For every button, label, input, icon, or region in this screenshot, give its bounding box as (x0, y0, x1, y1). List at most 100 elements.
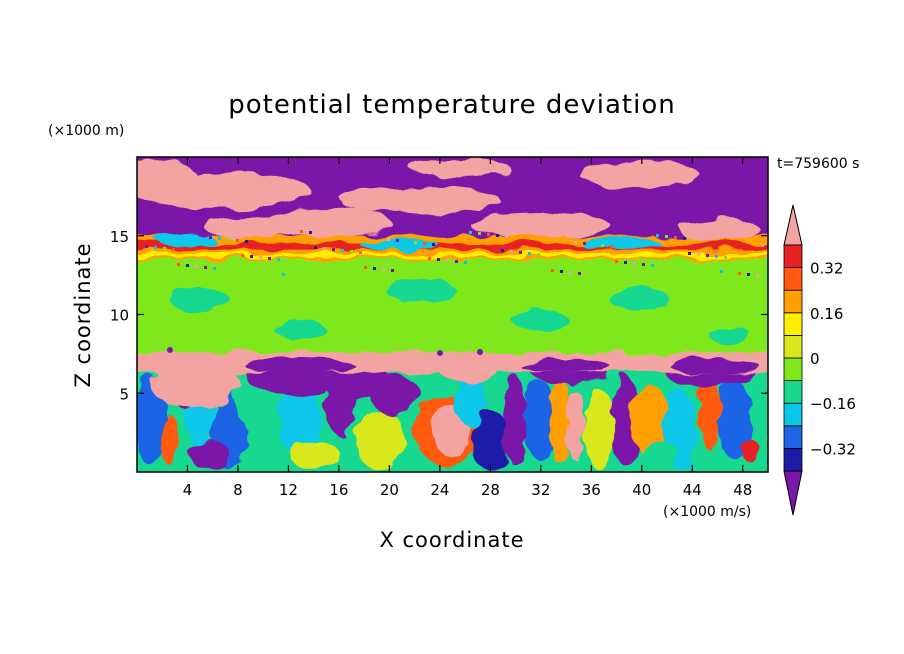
speckle (610, 245, 613, 248)
neutral-streak (275, 320, 325, 340)
neutral-streak (512, 310, 568, 330)
turbulent-blob (503, 375, 527, 465)
colorbar-segment (783, 357, 803, 382)
neutral-streak (710, 325, 750, 345)
speckle (186, 264, 189, 267)
speckle (560, 270, 563, 273)
speckle (592, 243, 595, 246)
y-tick-label: 15 (110, 228, 129, 246)
upper-warm-patch (410, 158, 510, 178)
upper-warm-patch (137, 161, 195, 189)
x-axis-label: X coordinate (379, 528, 524, 552)
speckle (177, 263, 180, 266)
turbulent-blob (355, 410, 405, 470)
upper-warm-patch (270, 207, 390, 237)
x-tick-label: 12 (279, 481, 298, 499)
colorbar-segment (783, 244, 803, 269)
speckle (455, 260, 458, 263)
speckle (414, 241, 417, 244)
upper-cool-patch (580, 237, 660, 249)
upper-warm-patch (580, 161, 700, 189)
speckle (738, 272, 741, 275)
turbulent-blob (630, 385, 670, 455)
speckle (437, 258, 440, 261)
turbulent-blob (719, 380, 751, 460)
speckle (355, 265, 358, 268)
colorbar-segment (783, 447, 803, 472)
speckle (756, 274, 759, 277)
x-tick-label: 40 (632, 481, 651, 499)
speckle (487, 233, 490, 236)
speckle (318, 232, 321, 235)
speckle (574, 241, 577, 244)
colorbar-tick-label: 0 (810, 350, 820, 368)
speckle (314, 246, 317, 249)
band-warm-dip (520, 359, 610, 373)
x-tick-label: 20 (380, 481, 399, 499)
colorbar-segment (783, 380, 803, 404)
speckle (651, 264, 654, 267)
speckle (405, 240, 408, 243)
y-axis-label: Z coordinate (71, 242, 95, 387)
speckle (501, 249, 504, 252)
speckle (373, 267, 376, 270)
speckle (204, 266, 207, 269)
speckle (341, 249, 344, 252)
speckle (168, 262, 171, 265)
speckle (209, 236, 212, 239)
speckle (350, 250, 353, 253)
x-axis: 4 8 12 16 20 24 28 32 36 40 44 48 (183, 157, 752, 499)
contour-bands (137, 157, 768, 472)
upper-cool-patch (155, 234, 215, 246)
band-warm-dip (245, 358, 355, 374)
speckle (615, 260, 618, 263)
time-label: t=759600 s (777, 156, 859, 172)
x-tick-label: 44 (683, 481, 702, 499)
speckle (683, 237, 686, 240)
colorbar-tick-label: 0.32 (810, 260, 843, 278)
speckle (665, 235, 668, 238)
turbulent-blob (550, 375, 570, 465)
colorbar: 0.32 0.16 0 −0.16 −0.32 (783, 204, 856, 516)
speckle (167, 347, 173, 353)
colorbar-tick-label: −0.16 (810, 395, 856, 413)
y-unit-label: (×1000 m) (48, 123, 124, 139)
speckle (163, 247, 166, 250)
speckle (720, 270, 723, 273)
speckle (656, 234, 659, 237)
speckle (519, 251, 522, 254)
upper-cool-patch (360, 240, 440, 250)
speckle (172, 248, 175, 251)
speckle (437, 350, 443, 356)
upper-warm-patch (680, 218, 760, 242)
colorbar-segment (783, 267, 803, 291)
speckle (537, 253, 540, 256)
speckle (464, 261, 467, 264)
x-tick-label: 16 (329, 481, 348, 499)
turbulent-blob (160, 415, 180, 465)
speckle (140, 230, 143, 233)
speckle (706, 254, 709, 257)
x-tick-label: 8 (233, 481, 243, 499)
speckle (277, 258, 280, 261)
speckle (578, 272, 581, 275)
speckle (601, 244, 604, 247)
speckle (642, 263, 645, 266)
speckle (396, 239, 399, 242)
cap-blob (150, 363, 240, 407)
speckle (145, 245, 148, 248)
upper-warm-patch (340, 186, 500, 214)
neutral-streak (610, 288, 670, 312)
speckle (510, 250, 513, 253)
speckle (747, 273, 750, 276)
speckle (542, 268, 545, 271)
colorbar-tick-label: 0.16 (810, 305, 843, 323)
speckle (245, 240, 248, 243)
y-tick-label: 5 (119, 385, 129, 403)
upper-warm-patch (470, 213, 610, 237)
speckle (761, 244, 764, 247)
speckle (446, 259, 449, 262)
speckle (218, 237, 221, 240)
speckle (391, 269, 394, 272)
